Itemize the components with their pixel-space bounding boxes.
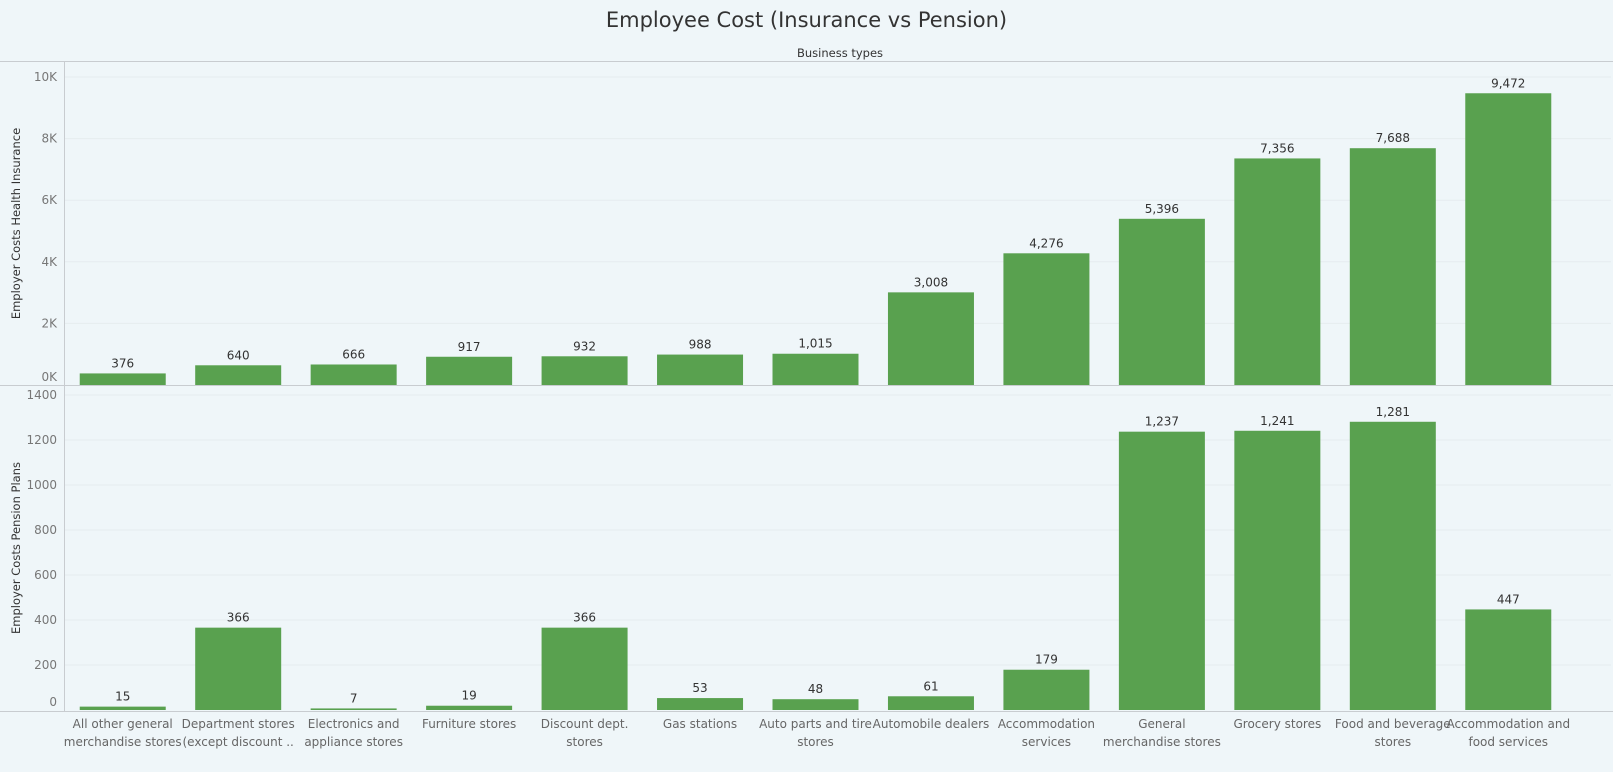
- data-label: 932: [573, 339, 596, 353]
- bar[interactable]: [1465, 93, 1552, 386]
- data-label: 9,472: [1491, 76, 1525, 90]
- chart-title: Employee Cost (Insurance vs Pension): [605, 8, 1008, 32]
- bar[interactable]: [1349, 148, 1436, 385]
- bar[interactable]: [1118, 218, 1205, 385]
- data-label: 366: [573, 611, 596, 625]
- x-category-label: Gas stations: [663, 717, 737, 731]
- y-axis-title: Employer Costs Pension Plans: [9, 462, 23, 634]
- bar[interactable]: [541, 627, 628, 710]
- bar[interactable]: [426, 705, 513, 710]
- data-label: 1,281: [1376, 405, 1410, 419]
- x-category-label: merchandise stores: [64, 735, 182, 749]
- data-label: 3,008: [914, 275, 948, 289]
- x-category-label: stores: [1375, 735, 1412, 749]
- data-label: 48: [808, 682, 823, 696]
- data-label: 61: [923, 679, 938, 693]
- x-category-label: Accommodation and: [1446, 717, 1570, 731]
- x-category-label: Accommodation: [998, 717, 1095, 731]
- data-label: 4,276: [1029, 236, 1063, 250]
- bar[interactable]: [79, 706, 166, 710]
- data-label: 666: [342, 347, 365, 361]
- data-label: 5,396: [1145, 202, 1179, 216]
- bar[interactable]: [772, 353, 859, 385]
- y-tick-label: 1200: [26, 433, 57, 447]
- data-label: 917: [458, 340, 481, 354]
- bar[interactable]: [1003, 669, 1090, 710]
- y-tick-label: 10K: [34, 70, 58, 84]
- bar[interactable]: [195, 627, 282, 710]
- y-tick-label: 1000: [26, 478, 57, 492]
- x-category-label: Food and beverage: [1335, 717, 1451, 731]
- data-label: 7,356: [1260, 141, 1294, 155]
- bar[interactable]: [887, 292, 974, 385]
- x-category-label: services: [1022, 735, 1071, 749]
- data-label: 7,688: [1376, 131, 1410, 145]
- data-label: 53: [692, 681, 707, 695]
- x-category-label: stores: [566, 735, 603, 749]
- bar[interactable]: [657, 698, 744, 710]
- bar[interactable]: [1234, 430, 1321, 710]
- y-tick-label: 4K: [41, 255, 58, 269]
- y-tick-label: 0: [49, 695, 57, 709]
- x-category-label: appliance stores: [304, 735, 403, 749]
- bar[interactable]: [541, 356, 628, 385]
- y-axis-title: Employer Costs Health Insurance: [9, 128, 23, 319]
- x-category-label: food services: [1468, 735, 1548, 749]
- bar[interactable]: [657, 354, 744, 385]
- bar[interactable]: [195, 365, 282, 385]
- data-label: 1,237: [1145, 415, 1179, 429]
- x-category-label: stores: [797, 735, 834, 749]
- x-category-label: Discount dept.: [541, 717, 629, 731]
- bar[interactable]: [1003, 253, 1090, 385]
- data-label: 366: [227, 611, 250, 625]
- data-label: 447: [1497, 592, 1520, 606]
- bar[interactable]: [310, 708, 397, 710]
- y-tick-label: 400: [34, 613, 57, 627]
- data-label: 376: [111, 356, 134, 370]
- data-label: 1,015: [798, 337, 832, 351]
- bar[interactable]: [887, 696, 974, 710]
- data-label: 988: [689, 338, 712, 352]
- data-label: 15: [115, 690, 130, 704]
- data-label: 640: [227, 348, 250, 362]
- bar[interactable]: [1118, 431, 1205, 710]
- x-category-label: Electronics and: [308, 717, 400, 731]
- data-label: 1,241: [1260, 414, 1294, 428]
- y-tick-label: 200: [34, 658, 57, 672]
- x-category-label: Auto parts and tire: [759, 717, 872, 731]
- bar[interactable]: [1234, 158, 1321, 385]
- y-tick-label: 8K: [41, 132, 58, 146]
- x-category-label: Grocery stores: [1233, 717, 1321, 731]
- x-category-label: merchandise stores: [1103, 735, 1221, 749]
- bar[interactable]: [426, 356, 513, 385]
- bar[interactable]: [310, 364, 397, 385]
- x-category-label: Furniture stores: [422, 717, 516, 731]
- bar[interactable]: [772, 699, 859, 710]
- y-tick-label: 0K: [41, 370, 58, 384]
- x-category-label: (except discount ..: [183, 735, 294, 749]
- x-category-label: General: [1138, 717, 1185, 731]
- bar[interactable]: [1465, 609, 1552, 710]
- y-tick-label: 600: [34, 568, 57, 582]
- y-tick-label: 1400: [26, 388, 57, 402]
- x-category-label: Automobile dealers: [873, 717, 990, 731]
- bar[interactable]: [1349, 421, 1436, 710]
- bar[interactable]: [79, 373, 166, 385]
- x-category-label: All other general: [73, 717, 173, 731]
- column-header: Business types: [796, 46, 884, 60]
- y-tick-label: 800: [34, 523, 57, 537]
- y-tick-label: 6K: [41, 193, 58, 207]
- data-label: 19: [461, 689, 476, 703]
- y-tick-label: 2K: [41, 316, 58, 330]
- data-label: 7: [350, 691, 358, 705]
- x-category-label: Department stores: [182, 717, 295, 731]
- data-label: 179: [1035, 653, 1058, 667]
